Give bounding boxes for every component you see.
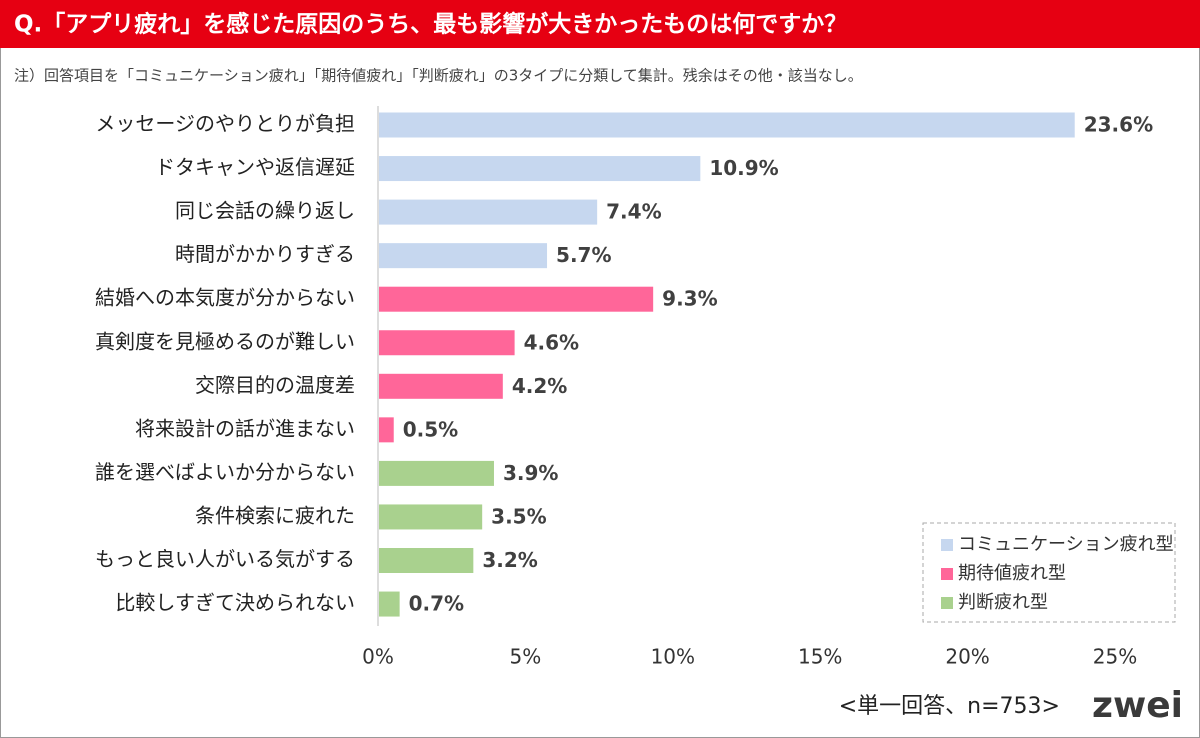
bar xyxy=(379,112,1075,138)
y-tick-label: 条件検索に疲れた xyxy=(195,503,355,527)
value-label: 23.6% xyxy=(1084,113,1153,137)
value-label: 0.5% xyxy=(403,417,458,441)
bar xyxy=(379,156,701,182)
y-tick-label: 比較しすぎて決められない xyxy=(115,591,355,615)
value-label: 0.7% xyxy=(409,592,464,616)
legend-box xyxy=(922,522,1176,623)
legend-label: 期待値疲れ型 xyxy=(958,563,1066,584)
x-tick-label: 10% xyxy=(651,645,695,669)
chart-title: Q.「アプリ疲れ」を感じた原因のうち、最も影響が大きかったものは何ですか？ xyxy=(14,11,847,38)
y-tick-label: 時間がかかりすぎる xyxy=(175,242,355,266)
bar xyxy=(379,286,654,312)
x-tick-label: 15% xyxy=(798,645,842,669)
legend-swatch xyxy=(941,539,953,551)
y-tick-label: 交際目的の温度差 xyxy=(195,373,355,397)
x-tick-label: 25% xyxy=(1093,645,1137,669)
legend-swatch xyxy=(941,568,953,580)
legend-label: 判断疲れ型 xyxy=(958,592,1048,613)
value-label: 4.2% xyxy=(512,374,567,398)
bar xyxy=(379,591,400,617)
y-tick-label: 同じ会話の繰り返し xyxy=(175,199,355,223)
bar xyxy=(379,548,474,573)
value-label: 3.2% xyxy=(482,548,537,572)
legend-swatch xyxy=(941,597,953,609)
value-label: 3.5% xyxy=(491,504,546,528)
value-label: 10.9% xyxy=(709,156,778,180)
bar xyxy=(379,460,494,486)
y-tick-label: 将来設計の話が進まない xyxy=(135,416,355,440)
y-tick-label: 誰を選べばよいか分からない xyxy=(95,460,355,484)
value-label: 3.9% xyxy=(503,461,558,485)
value-label: 4.6% xyxy=(524,330,579,354)
title-bar xyxy=(0,0,1200,48)
bar xyxy=(379,199,598,225)
legend-label: コミュニケーション疲れ型 xyxy=(958,534,1174,555)
x-tick-label: 20% xyxy=(945,645,989,669)
y-tick-label: もっと良い人がいる気がする xyxy=(95,547,355,571)
value-label: 7.4% xyxy=(606,200,661,224)
bar xyxy=(379,373,503,399)
bar xyxy=(379,504,483,530)
y-tick-label: ドタキャンや返信遅延 xyxy=(155,155,355,179)
x-tick-label: 5% xyxy=(510,645,542,669)
value-label: 5.7% xyxy=(556,243,611,267)
footnote: <単一回答、n=753> xyxy=(839,694,1060,719)
bar xyxy=(379,417,394,443)
chart-subtitle: 注）回答項目を「コミュニケーション疲れ」「期待値疲れ」「判断疲れ」の3タイプに分… xyxy=(14,67,863,85)
bar xyxy=(379,330,515,356)
y-tick-label: 真剣度を見極めるのが難しい xyxy=(95,329,355,353)
y-tick-label: 結婚への本気度が分からない xyxy=(95,286,355,310)
logo: zwei xyxy=(1092,685,1183,726)
y-tick-label: メッセージのやりとりが負担 xyxy=(95,112,355,136)
bar xyxy=(379,243,548,269)
value-label: 9.3% xyxy=(662,287,717,311)
x-tick-label: 0% xyxy=(362,645,394,669)
